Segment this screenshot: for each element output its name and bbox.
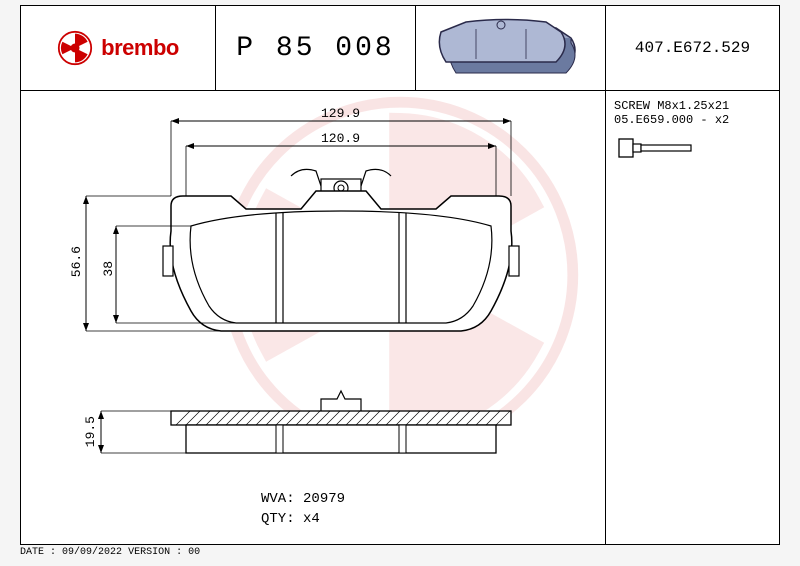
qty-value: x4 <box>303 511 320 527</box>
footer-version: 00 <box>188 547 200 558</box>
wva-row: WVA: 20979 <box>261 491 345 507</box>
footer-date: 09/09/2022 <box>62 547 122 558</box>
dim-width-outer-value: 129.9 <box>321 106 360 121</box>
footer-version-label: VERSION : <box>128 547 182 558</box>
wva-value: 20979 <box>303 491 345 507</box>
brembo-logo-icon <box>57 30 93 66</box>
dim-thickness-value: 19.5 <box>83 416 98 447</box>
side-panel: SCREW M8x1.25x21 05.E659.000 - x2 <box>606 91 779 544</box>
technical-drawing-area: 129.9 120.9 56.6 38 19.5 WVA: 20979 QTY:… <box>21 91 606 544</box>
qty-label: QTY: <box>261 511 295 527</box>
wva-label: WVA: <box>261 491 295 507</box>
dim-height-outer-value: 56.6 <box>69 246 84 277</box>
technical-drawing-svg <box>21 91 606 544</box>
screw-label: SCREW M8x1.25x21 <box>614 99 771 113</box>
screw-icon <box>614 133 704 163</box>
product-render-icon <box>426 13 596 83</box>
reference-number: 407.E672.529 <box>635 39 750 57</box>
dim-width-inner-value: 120.9 <box>321 131 360 146</box>
drawing-sheet: brembo P 85 008 407.E672.529 <box>20 5 780 545</box>
screw-code: 05.E659.000 - x2 <box>614 113 771 127</box>
qty-row: QTY: x4 <box>261 511 320 527</box>
body-row: 129.9 120.9 56.6 38 19.5 WVA: 20979 QTY:… <box>21 91 779 544</box>
product-image-cell <box>416 6 606 90</box>
footer-meta: DATE : 09/09/2022 VERSION : 00 <box>20 547 200 558</box>
part-number: P 85 008 <box>236 33 394 64</box>
brake-pad-side-view <box>171 391 511 453</box>
dim-height-inner-value: 38 <box>101 261 116 277</box>
logo-cell: brembo <box>21 6 216 90</box>
header-row: brembo P 85 008 407.E672.529 <box>21 6 779 91</box>
brand-name: brembo <box>101 35 179 61</box>
reference-cell: 407.E672.529 <box>606 6 779 90</box>
footer-date-label: DATE : <box>20 547 56 558</box>
brake-pad-front-view <box>163 169 519 331</box>
part-number-cell: P 85 008 <box>216 6 416 90</box>
